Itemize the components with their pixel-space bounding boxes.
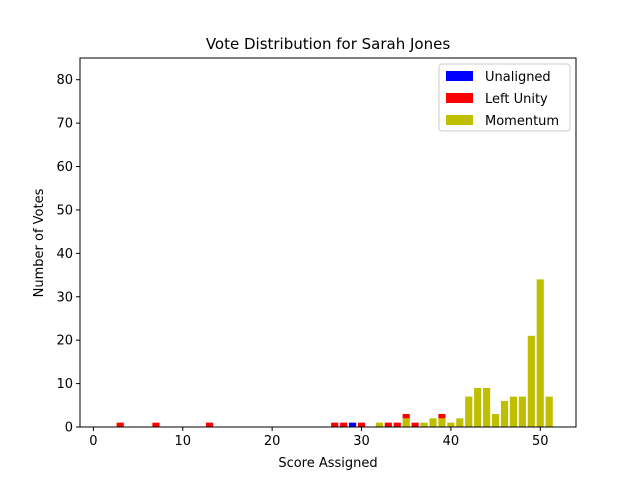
bar-left-unity-13 bbox=[206, 422, 214, 427]
legend-label-momentum: Momentum bbox=[485, 114, 559, 129]
y-tick-label: 0 bbox=[65, 421, 73, 436]
bar-momentum-35 bbox=[402, 418, 410, 427]
bar-momentum-40 bbox=[447, 422, 455, 427]
bars-group bbox=[116, 279, 553, 427]
legend-swatch-unaligned bbox=[446, 71, 473, 81]
bar-momentum-50 bbox=[536, 279, 544, 427]
legend-label-left-unity: Left Unity bbox=[485, 92, 548, 107]
bar-left-unity-36 bbox=[411, 422, 419, 427]
x-tick-label: 0 bbox=[89, 434, 97, 449]
bar-left-unity-34 bbox=[393, 422, 401, 427]
legend-label-unaligned: Unaligned bbox=[485, 70, 551, 85]
legend-swatch-left-unity bbox=[446, 93, 473, 103]
bar-momentum-41 bbox=[456, 418, 464, 427]
y-tick-label: 40 bbox=[56, 247, 73, 262]
x-axis-label: Score Assigned bbox=[278, 456, 377, 471]
y-tick-label: 50 bbox=[56, 203, 73, 218]
y-tick-label: 60 bbox=[56, 160, 73, 175]
chart-title: Vote Distribution for Sarah Jones bbox=[206, 35, 451, 53]
bar-momentum-45 bbox=[491, 413, 500, 427]
x-tick-label: 50 bbox=[532, 434, 549, 449]
x-tick-label: 10 bbox=[175, 434, 192, 449]
bar-left-unity-28 bbox=[340, 422, 348, 427]
legend: Unaligned Left Unity Momentum bbox=[438, 63, 571, 132]
y-tick-label: 30 bbox=[56, 290, 73, 305]
bar-left-unity-35 bbox=[402, 413, 410, 419]
bar-unaligned-29 bbox=[349, 422, 357, 427]
axes-group: 0 10 20 30 40 50 0 10 20 30 40 50 60 70 80 bbox=[56, 57, 577, 449]
bar-left-unity-33 bbox=[384, 422, 392, 427]
y-tick-label: 20 bbox=[56, 334, 73, 349]
x-tick-label: 30 bbox=[353, 434, 370, 449]
bar-momentum-43 bbox=[474, 387, 482, 427]
bar-left-unity-39 bbox=[438, 413, 446, 419]
bar-momentum-51 bbox=[545, 396, 553, 427]
bar-left-unity-3 bbox=[116, 422, 124, 427]
plot-frame bbox=[79, 57, 577, 428]
bar-momentum-46 bbox=[500, 400, 509, 427]
bar-left-unity-27 bbox=[331, 422, 339, 427]
bar-left-unity-7 bbox=[152, 422, 160, 427]
bar-momentum-39 bbox=[438, 418, 446, 427]
bar-momentum-32 bbox=[375, 422, 383, 427]
legend-swatch-momentum bbox=[446, 115, 473, 125]
x-tick-label: 40 bbox=[443, 434, 460, 449]
bar-momentum-47 bbox=[509, 396, 518, 427]
bar-left-unity-30 bbox=[357, 422, 366, 427]
bar-momentum-38 bbox=[429, 418, 437, 427]
y-tick-label: 10 bbox=[56, 377, 73, 392]
bar-momentum-49 bbox=[527, 335, 535, 427]
bar-momentum-44 bbox=[483, 387, 491, 427]
y-axis-label: Number of Votes bbox=[32, 188, 47, 297]
y-tick-label: 70 bbox=[56, 117, 73, 132]
bar-momentum-48 bbox=[518, 396, 526, 427]
x-tick-label: 20 bbox=[264, 434, 281, 449]
y-tick-label: 80 bbox=[56, 73, 73, 88]
bar-momentum-37 bbox=[420, 422, 428, 427]
bar-momentum-42 bbox=[465, 396, 473, 427]
